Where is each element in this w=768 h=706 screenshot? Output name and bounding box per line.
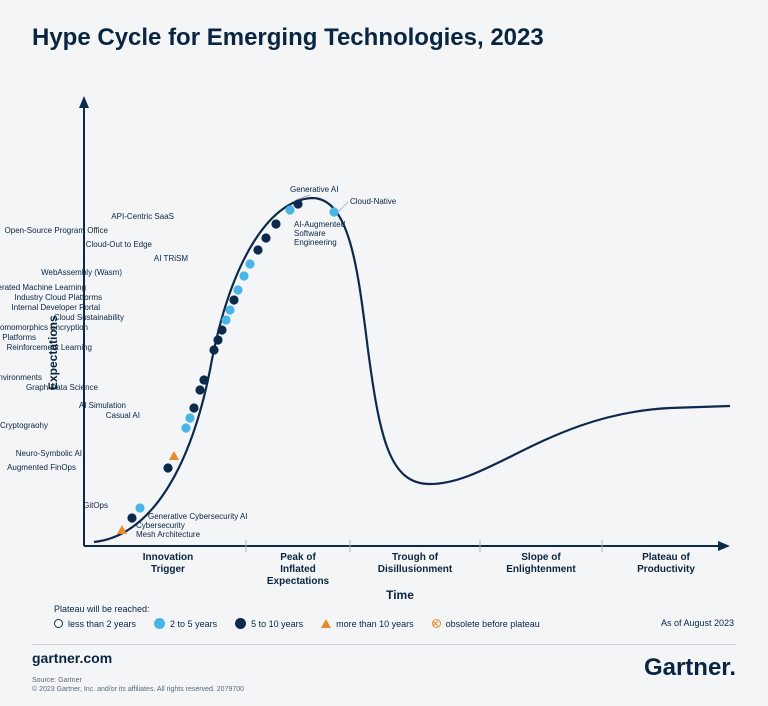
legend-item-label: less than 2 years — [68, 619, 136, 629]
tech-label: Industry Cloud Platforms — [14, 294, 102, 303]
legend-item-label: obsolete before plateau — [446, 619, 540, 629]
tech-label: Casual AI — [106, 412, 140, 421]
tech-label: API-Centric SaaS — [111, 213, 174, 222]
legend: Plateau will be reached: less than 2 yea… — [54, 604, 540, 629]
legend-marker-icon — [154, 618, 165, 629]
legend-item: obsolete before plateau — [432, 619, 540, 629]
tech-label: Cloud-Native — [350, 198, 396, 207]
tech-label: Cloud Sustainability — [54, 314, 124, 323]
phase-label: Trough ofDisillusionment — [365, 552, 465, 576]
marker-circle — [246, 260, 254, 268]
marker-circle — [218, 326, 226, 334]
hype-curve — [94, 198, 730, 542]
tech-label: WebAssembly (Wasm) — [41, 269, 122, 278]
y-axis-label: Expectations — [46, 315, 60, 390]
tech-label: Homomorphics Encryption — [0, 324, 88, 333]
marker-circle — [136, 504, 144, 512]
marker-circle — [330, 208, 338, 216]
marker-circle — [222, 316, 230, 324]
footer-source-1: Source: Gartner — [32, 676, 244, 685]
x-axis-label: Time — [370, 588, 430, 602]
marker-triangle — [169, 451, 179, 460]
legend-item: 5 to 10 years — [235, 618, 303, 629]
footer-source-2: © 2023 Gartner, Inc. and/or its affiliat… — [32, 685, 244, 694]
phase-label: Slope ofEnlightenment — [491, 552, 591, 576]
tech-label: Postquantum Cryptograohy — [0, 422, 48, 431]
footer-divider — [32, 644, 736, 645]
legend-marker-icon — [432, 619, 441, 628]
legend-item-label: 2 to 5 years — [170, 619, 217, 629]
tech-label: Value Stream Management Platforms — [0, 334, 36, 343]
marker-circle — [128, 514, 136, 522]
marker-circle — [190, 404, 198, 412]
tech-label: GitOps — [83, 502, 108, 511]
marker-circle — [226, 306, 234, 314]
marker-circle — [186, 414, 194, 422]
legend-item: less than 2 years — [54, 619, 136, 629]
brand-logo: Gartner. — [644, 654, 736, 682]
phase-label: Peak ofInflatedExpectations — [248, 552, 348, 588]
phase-label: Plateau ofProductivity — [616, 552, 716, 576]
tech-label: Cloud Development Environments — [0, 374, 42, 383]
legend-row: less than 2 years 2 to 5 years 5 to 10 yea… — [54, 618, 540, 629]
chart-area: CybersecurityMesh ArchitectureGenerative… — [50, 90, 738, 580]
as-of-text: As of August 2023 — [661, 618, 734, 628]
marker-circle — [240, 272, 248, 280]
tech-label: Open-Source Program Office — [5, 227, 108, 236]
leader-lines — [298, 195, 348, 212]
footer-source: Source: Gartner © 2023 Gartner, Inc. and… — [32, 676, 244, 694]
phase-label: InnovationTrigger — [118, 552, 218, 576]
tech-markers — [117, 200, 338, 534]
marker-circle — [262, 234, 270, 242]
tech-label: AI TRiSM — [154, 255, 188, 264]
marker-circle — [286, 206, 294, 214]
marker-circle — [294, 200, 302, 208]
marker-circle — [234, 286, 242, 294]
tech-label: Federated Machine Learning — [0, 284, 86, 293]
legend-marker-icon — [54, 619, 63, 628]
tech-label: Graph Data Science — [26, 384, 98, 393]
hype-cycle-svg — [50, 90, 738, 580]
footer-link: gartner.com — [32, 650, 112, 666]
legend-item: more than 10 years — [321, 619, 414, 629]
legend-title: Plateau will be reached: — [54, 604, 540, 614]
brand-text: Gartner — [644, 654, 729, 681]
marker-circle — [196, 386, 204, 394]
tech-label: CybersecurityMesh Architecture — [136, 522, 200, 540]
legend-item-label: 5 to 10 years — [251, 619, 303, 629]
legend-marker-icon — [235, 618, 246, 629]
legend-item: 2 to 5 years — [154, 618, 217, 629]
marker-triangle — [117, 525, 127, 534]
tech-label: Augmented FinOps — [7, 464, 76, 473]
marker-circle — [254, 246, 262, 254]
tech-label: AI Simulation — [79, 402, 126, 411]
tech-label: Generative Cybersecurity AI — [148, 513, 248, 522]
tech-label: Neuro-Symbolic AI — [16, 450, 82, 459]
tech-label: Cloud-Out to Edge — [86, 241, 152, 250]
marker-circle — [210, 346, 218, 354]
marker-circle — [200, 376, 208, 384]
marker-circle — [272, 220, 280, 228]
tech-label: AI-AugmentedSoftwareEngineering — [294, 221, 345, 247]
marker-circle — [214, 336, 222, 344]
marker-circle — [182, 424, 190, 432]
page-title: Hype Cycle for Emerging Technologies, 20… — [32, 24, 544, 52]
legend-item-label: more than 10 years — [336, 619, 414, 629]
tech-label: Internal Developer Portal — [12, 304, 101, 313]
y-axis-arrow — [79, 96, 89, 108]
marker-circle — [230, 296, 238, 304]
marker-circle — [164, 464, 172, 472]
tech-label: Generative AI — [290, 186, 338, 195]
page-root: Hype Cycle for Emerging Technologies, 20… — [0, 0, 768, 706]
legend-marker-icon — [321, 619, 331, 628]
x-axis-arrow — [718, 541, 730, 551]
